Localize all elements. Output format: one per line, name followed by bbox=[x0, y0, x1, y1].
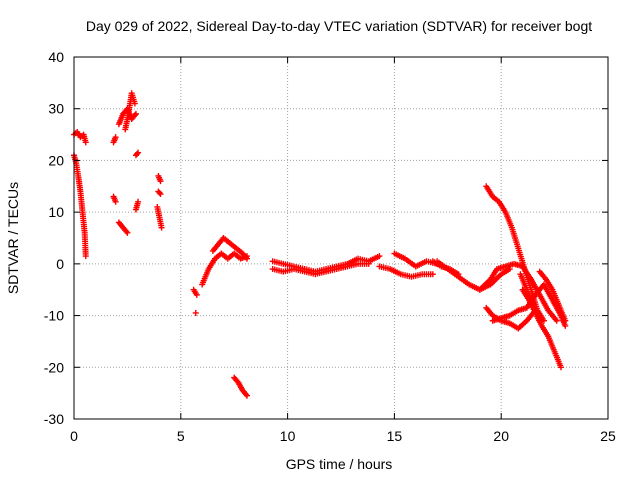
x-tick-label: 20 bbox=[493, 428, 509, 444]
data-point bbox=[112, 134, 119, 141]
data-point bbox=[429, 271, 436, 278]
series-s28 bbox=[519, 286, 565, 371]
data-point bbox=[562, 317, 569, 324]
series-s12 bbox=[154, 203, 165, 231]
data-point bbox=[376, 253, 383, 260]
series-s05 bbox=[115, 219, 131, 236]
series-s29 bbox=[536, 268, 569, 324]
x-tick-label: 5 bbox=[177, 428, 185, 444]
data-point bbox=[562, 322, 569, 329]
series-s08 bbox=[132, 149, 142, 159]
data-point bbox=[156, 189, 163, 196]
y-tick-label: -30 bbox=[44, 411, 64, 427]
y-tick-label: -10 bbox=[44, 308, 64, 324]
series-s16 bbox=[209, 235, 251, 262]
series-s20 bbox=[376, 263, 436, 280]
series-s13 bbox=[190, 286, 200, 298]
data-point bbox=[82, 253, 89, 260]
data-point bbox=[82, 139, 89, 146]
series-s07 bbox=[122, 90, 138, 133]
data-point bbox=[157, 178, 164, 185]
data-point bbox=[135, 198, 142, 205]
data-points bbox=[71, 90, 569, 399]
x-tick-label: 10 bbox=[280, 428, 296, 444]
data-point bbox=[530, 302, 537, 309]
data-point bbox=[131, 112, 138, 119]
data-point bbox=[134, 150, 141, 157]
data-point bbox=[558, 364, 565, 371]
data-point bbox=[124, 229, 131, 236]
plot-frame bbox=[73, 56, 609, 420]
series-s10 bbox=[155, 172, 164, 185]
y-tick-label: -20 bbox=[44, 359, 64, 375]
x-tick-label: 0 bbox=[70, 428, 78, 444]
series-s19 bbox=[269, 260, 372, 278]
data-point bbox=[553, 317, 560, 324]
y-axis-label: SDTVAR / TECUs bbox=[5, 182, 21, 294]
series-s09 bbox=[132, 198, 142, 213]
data-point bbox=[123, 228, 130, 235]
series-s11 bbox=[155, 188, 164, 198]
data-point bbox=[242, 391, 249, 398]
series-s01 bbox=[71, 128, 89, 146]
data-point bbox=[244, 392, 251, 399]
data-point bbox=[455, 271, 462, 278]
series-s21 bbox=[391, 250, 441, 270]
data-point bbox=[192, 309, 199, 316]
y-tick-label: 10 bbox=[48, 204, 64, 220]
series-s25 bbox=[483, 183, 547, 324]
data-point bbox=[132, 110, 139, 117]
data-point bbox=[112, 198, 119, 205]
series-s04 bbox=[110, 193, 119, 205]
x-axis-label: GPS time / hours bbox=[286, 456, 393, 472]
data-point bbox=[242, 254, 249, 261]
series-s23 bbox=[429, 258, 462, 278]
data-point bbox=[365, 260, 372, 267]
data-point bbox=[506, 266, 513, 273]
y-tick-label: 30 bbox=[48, 101, 64, 117]
data-point bbox=[135, 149, 142, 156]
data-point bbox=[157, 191, 164, 198]
data-point bbox=[244, 255, 251, 262]
ticks: 0 5 10 15 20 25 -30 -20 -10 0 10 20 30 40 bbox=[44, 49, 616, 444]
y-tick-label: 0 bbox=[56, 256, 64, 272]
data-point bbox=[158, 224, 165, 231]
series-s14 bbox=[192, 309, 199, 316]
x-tick-label: 15 bbox=[387, 428, 403, 444]
chart-title: Day 029 of 2022, Sidereal Day-to-day VTE… bbox=[86, 18, 592, 34]
x-tick-label: 25 bbox=[600, 428, 616, 444]
y-tick-label: 40 bbox=[48, 49, 64, 65]
data-point bbox=[131, 100, 138, 107]
series-s03 bbox=[110, 134, 119, 146]
series-s30 bbox=[517, 271, 537, 309]
data-point bbox=[193, 291, 200, 298]
y-tick-label: 20 bbox=[48, 152, 64, 168]
series-s17 bbox=[231, 374, 251, 399]
